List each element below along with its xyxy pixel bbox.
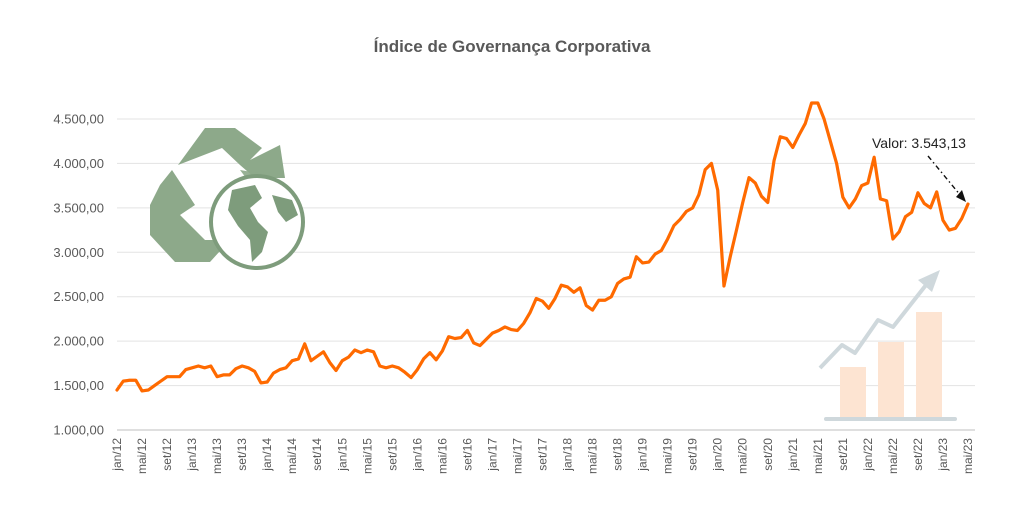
series-line-igc (115, 101, 970, 393)
x-tick-label: mai/16 (435, 438, 449, 474)
x-tick-label: set/21 (836, 438, 850, 471)
y-tick-label: 4.500,00 (53, 112, 104, 127)
x-tick-label: set/16 (460, 438, 474, 471)
x-tick-label: jan/12 (110, 438, 124, 472)
growth-arrow-line (818, 283, 928, 370)
x-tick-label: mai/12 (135, 438, 149, 474)
y-tick-label: 3.000,00 (53, 245, 104, 260)
x-tick-label: set/12 (160, 438, 174, 471)
y-tick-label: 2.500,00 (53, 289, 104, 304)
x-tick-label: jan/18 (561, 438, 575, 472)
y-tick-label: 4.000,00 (53, 156, 104, 171)
x-tick-label: jan/16 (410, 438, 424, 472)
x-tick-label: mai/15 (360, 438, 374, 474)
annotation-arrow-head (956, 190, 966, 202)
x-tick-label: mai/23 (961, 438, 975, 474)
x-tick-label: mai/18 (586, 438, 600, 474)
x-tick-label: jan/15 (335, 438, 349, 472)
y-tick-label: 2.000,00 (53, 334, 104, 349)
growth-bar-3 (916, 312, 942, 419)
x-tick-label: jan/13 (185, 438, 199, 472)
chart-title: Índice de Governança Corporativa (374, 37, 651, 56)
x-tick-label: jan/20 (711, 438, 725, 472)
y-tick-label: 1.500,00 (53, 378, 104, 393)
x-tick-label: set/22 (911, 438, 925, 471)
x-tick-label: jan/23 (936, 438, 950, 472)
x-tick-label: set/20 (761, 438, 775, 471)
x-tick-label: set/19 (686, 438, 700, 471)
recycle-arrow-left (150, 170, 230, 262)
x-tick-label: jan/21 (786, 438, 800, 472)
growth-bar-2 (878, 342, 904, 419)
recycle-arrow-top (178, 128, 285, 178)
x-tick-label: set/14 (310, 438, 324, 471)
x-tick-label: mai/21 (811, 438, 825, 474)
x-axis: jan/12 mai/12 set/12 jan/13 mai/13 set/13 jan/… (110, 438, 975, 474)
x-tick-label: jan/22 (861, 438, 875, 472)
globe-continent-east (272, 195, 298, 222)
x-tick-label: mai/14 (285, 438, 299, 474)
y-tick-label: 3.500,00 (53, 200, 104, 215)
value-annotation: Valor: 3.543,13 (872, 135, 966, 202)
x-tick-label: set/18 (611, 438, 625, 471)
x-tick-label: set/15 (385, 438, 399, 471)
annotation-label: Valor: 3.543,13 (872, 135, 966, 151)
globe-continent-america (228, 185, 268, 262)
x-tick-label: set/17 (536, 438, 550, 471)
x-tick-label: mai/19 (661, 438, 675, 474)
recycle-globe-icon (150, 128, 305, 270)
annotation-arrow-line (927, 155, 962, 197)
y-tick-label: 1.000,00 (53, 423, 104, 438)
x-tick-label: jan/19 (636, 438, 650, 472)
x-tick-label: mai/20 (736, 438, 750, 474)
x-tick-label: mai/22 (886, 438, 900, 474)
x-tick-label: mai/13 (210, 438, 224, 474)
x-tick-label: jan/17 (485, 438, 499, 472)
x-tick-label: mai/17 (510, 438, 524, 474)
growth-bars-arrow-icon (818, 270, 957, 421)
y-axis: 1.000,00 1.500,00 2.000,00 2.500,00 3.000,00… (53, 112, 104, 438)
x-tick-label: jan/14 (260, 438, 274, 472)
x-tick-label: set/13 (235, 438, 249, 471)
growth-bar-1 (840, 367, 866, 419)
growth-arrow-head (918, 270, 940, 292)
